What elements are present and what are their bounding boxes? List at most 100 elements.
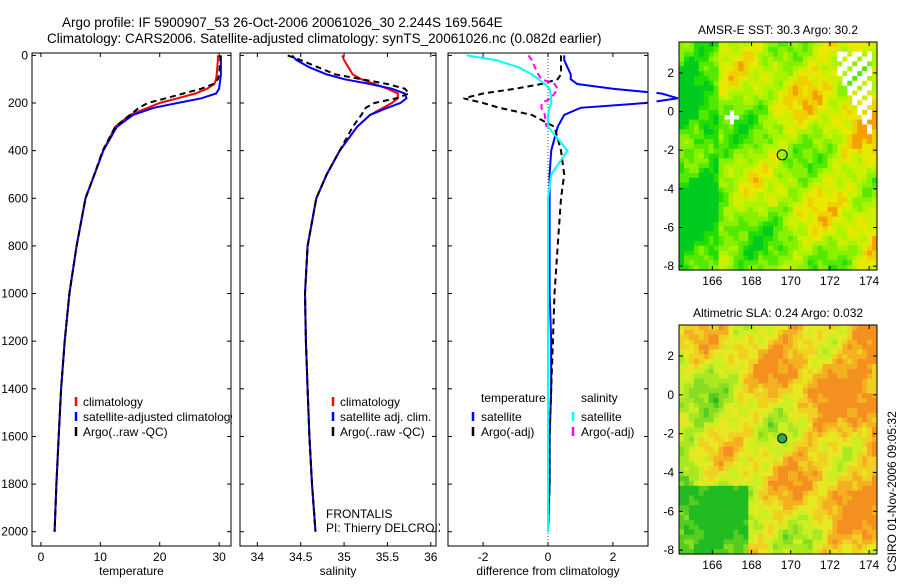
map-cell: [758, 354, 764, 360]
map-cell: [862, 427, 868, 433]
map-cell: [713, 378, 720, 385]
map-cell: [748, 334, 754, 341]
map-cell: [768, 461, 774, 467]
map-cell: [763, 339, 769, 346]
map-cell: [684, 168, 690, 174]
map-cell: [748, 226, 754, 232]
map-cell: [857, 378, 863, 385]
map-cell: [728, 437, 734, 443]
map-cell: [862, 95, 868, 101]
map-cell: [802, 451, 809, 458]
map-cell: [857, 226, 863, 232]
map-cell: [708, 211, 715, 218]
map-cell: [862, 329, 868, 336]
map-cell: [797, 495, 804, 501]
map-cell: [797, 446, 804, 453]
map-cell: [827, 100, 833, 106]
map-cell: [797, 456, 804, 463]
map-cell: [837, 490, 843, 497]
map-cell: [768, 373, 774, 380]
map-cell: [852, 119, 858, 126]
map-cell: [797, 349, 804, 355]
map-cell: [698, 519, 705, 526]
map-cell: [693, 471, 700, 477]
map-cell: [688, 206, 695, 213]
map-cell: [832, 437, 838, 443]
map-cell: [758, 325, 764, 331]
map-cell: [842, 265, 848, 271]
map-cell: [872, 359, 878, 365]
map-cell: [852, 56, 858, 63]
map-cell: [867, 515, 873, 521]
map-cell: [817, 441, 824, 448]
map-cell: [797, 236, 804, 242]
map-cell: [778, 451, 784, 458]
map-cell: [792, 265, 799, 271]
map-cell: [679, 255, 685, 261]
map-cell: [698, 373, 705, 380]
map-cell: [842, 461, 848, 467]
map-cell: [842, 129, 848, 135]
map-cell: [718, 480, 725, 487]
map-cell: [703, 100, 710, 106]
x-tick-label: 174: [859, 274, 879, 288]
map-cell: [688, 524, 695, 531]
map-cell: [792, 143, 799, 150]
map-cell: [847, 80, 853, 87]
map-cell: [748, 56, 754, 63]
map-cell: [783, 388, 789, 394]
map-cell: [698, 139, 705, 145]
map-cell: [783, 329, 789, 336]
map-cell: [684, 255, 690, 261]
map-cell: [753, 139, 759, 145]
map-cell: [827, 173, 833, 179]
map-cell: [807, 549, 814, 555]
map-cell: [832, 61, 838, 67]
clip-mask: [24, 53, 32, 546]
map-cell: [713, 490, 720, 497]
map-cell: [827, 85, 833, 92]
map-cell: [738, 76, 744, 82]
map-cell: [763, 211, 769, 218]
map-cell: [679, 192, 685, 198]
map-cell: [713, 105, 720, 111]
map-cell: [758, 485, 764, 492]
map-cell: [842, 393, 848, 399]
map-cell: [763, 451, 769, 458]
map-cell: [768, 129, 774, 135]
map-cell: [822, 124, 828, 130]
map-cell: [797, 231, 804, 237]
map-cell: [718, 158, 725, 164]
map-cell: [817, 153, 824, 160]
map-cell: [778, 231, 784, 237]
map-cell: [698, 71, 705, 77]
map-cell: [802, 349, 809, 355]
map-cell: [708, 119, 715, 126]
map-cell: [783, 456, 789, 463]
map-cell: [758, 202, 764, 208]
map-cell: [703, 158, 710, 164]
map-cell: [857, 529, 863, 536]
map-cell: [679, 100, 685, 106]
map-cell: [758, 221, 764, 227]
map-cell: [827, 432, 833, 438]
map-cell: [817, 187, 824, 193]
map-cell: [852, 383, 858, 389]
map-cell: [728, 485, 734, 492]
map-cell: [862, 163, 868, 169]
map-cell: [852, 105, 858, 111]
map-cell: [862, 407, 868, 414]
map-cell: [748, 46, 754, 53]
map-cell: [733, 255, 739, 261]
map-cell: [688, 388, 695, 394]
map-cell: [812, 534, 819, 540]
map-cell: [842, 56, 848, 63]
map-cell: [679, 76, 685, 82]
map-cell: [763, 417, 769, 424]
map-cell: [807, 66, 814, 72]
map-cell: [837, 471, 843, 477]
map-cell: [812, 114, 819, 121]
map-cell: [827, 114, 833, 121]
map-cell: [773, 388, 779, 394]
map-cell: [867, 51, 873, 58]
